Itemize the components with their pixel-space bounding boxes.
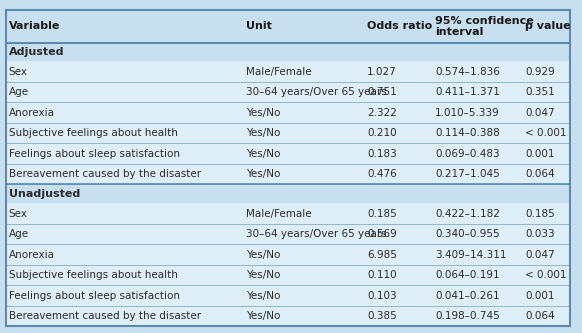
Text: Male/Female: Male/Female	[246, 67, 311, 77]
Text: 0.047: 0.047	[526, 108, 555, 118]
Text: Yes/No: Yes/No	[246, 270, 280, 280]
Text: Yes/No: Yes/No	[246, 108, 280, 118]
Text: 0.351: 0.351	[526, 87, 555, 97]
Text: 0.114–0.388: 0.114–0.388	[435, 128, 500, 138]
Text: Sex: Sex	[9, 67, 27, 77]
Text: Subjective feelings about health: Subjective feelings about health	[9, 270, 178, 280]
Text: 0.929: 0.929	[526, 67, 555, 77]
Text: Bereavement caused by the disaster: Bereavement caused by the disaster	[9, 169, 201, 179]
Text: 0.385: 0.385	[367, 311, 397, 321]
FancyBboxPatch shape	[6, 61, 570, 82]
Text: 0.110: 0.110	[367, 270, 397, 280]
Text: 0.569: 0.569	[367, 229, 397, 239]
Text: Unit: Unit	[246, 21, 272, 31]
Text: Adjusted: Adjusted	[9, 47, 64, 57]
Text: Male/Female: Male/Female	[246, 208, 311, 218]
Text: Sex: Sex	[9, 208, 27, 218]
Text: 0.210: 0.210	[367, 128, 397, 138]
FancyBboxPatch shape	[6, 82, 570, 103]
Text: 6.985: 6.985	[367, 249, 397, 260]
FancyBboxPatch shape	[6, 285, 570, 306]
Text: Odds ratio: Odds ratio	[367, 21, 432, 31]
Text: 0.064: 0.064	[526, 169, 555, 179]
FancyBboxPatch shape	[6, 224, 570, 244]
FancyBboxPatch shape	[6, 144, 570, 164]
Text: < 0.001: < 0.001	[526, 270, 567, 280]
Text: 0.183: 0.183	[367, 149, 397, 159]
FancyBboxPatch shape	[6, 10, 570, 43]
Text: 0.064–0.191: 0.064–0.191	[435, 270, 499, 280]
FancyBboxPatch shape	[6, 43, 570, 61]
Text: 0.198–0.745: 0.198–0.745	[435, 311, 500, 321]
Text: Yes/No: Yes/No	[246, 169, 280, 179]
Text: Feelings about sleep satisfaction: Feelings about sleep satisfaction	[9, 291, 180, 301]
Text: Anorexia: Anorexia	[9, 108, 55, 118]
Text: 0.033: 0.033	[526, 229, 555, 239]
Text: 0.340–0.955: 0.340–0.955	[435, 229, 499, 239]
Text: 0.185: 0.185	[367, 208, 397, 218]
Text: Feelings about sleep satisfaction: Feelings about sleep satisfaction	[9, 149, 180, 159]
Text: 0.574–1.836: 0.574–1.836	[435, 67, 500, 77]
FancyBboxPatch shape	[6, 306, 570, 326]
FancyBboxPatch shape	[6, 244, 570, 265]
Text: 30–64 years/Over 65 years: 30–64 years/Over 65 years	[246, 229, 386, 239]
Text: 0.476: 0.476	[367, 169, 397, 179]
Text: 3.409–14.311: 3.409–14.311	[435, 249, 506, 260]
Text: 0.001: 0.001	[526, 291, 555, 301]
Text: 0.751: 0.751	[367, 87, 397, 97]
Text: 30–64 years/Over 65 years: 30–64 years/Over 65 years	[246, 87, 386, 97]
Text: 0.103: 0.103	[367, 291, 397, 301]
Text: 2.322: 2.322	[367, 108, 397, 118]
Text: p value: p value	[526, 21, 571, 31]
Text: Yes/No: Yes/No	[246, 249, 280, 260]
Text: Unadjusted: Unadjusted	[9, 189, 80, 199]
Text: Yes/No: Yes/No	[246, 291, 280, 301]
Text: Yes/No: Yes/No	[246, 149, 280, 159]
Text: 1.010–5.339: 1.010–5.339	[435, 108, 500, 118]
Text: interval: interval	[435, 27, 483, 37]
FancyBboxPatch shape	[6, 10, 570, 326]
Text: 0.411–1.371: 0.411–1.371	[435, 87, 500, 97]
FancyBboxPatch shape	[6, 265, 570, 285]
Text: 0.069–0.483: 0.069–0.483	[435, 149, 499, 159]
FancyBboxPatch shape	[6, 203, 570, 224]
Text: Age: Age	[9, 87, 29, 97]
Text: 1.027: 1.027	[367, 67, 397, 77]
Text: 95% confidence: 95% confidence	[435, 16, 534, 26]
Text: 0.185: 0.185	[526, 208, 555, 218]
FancyBboxPatch shape	[6, 103, 570, 123]
FancyBboxPatch shape	[6, 184, 570, 203]
FancyBboxPatch shape	[6, 164, 570, 184]
Text: 0.217–1.045: 0.217–1.045	[435, 169, 500, 179]
Text: 0.047: 0.047	[526, 249, 555, 260]
Text: Bereavement caused by the disaster: Bereavement caused by the disaster	[9, 311, 201, 321]
Text: Yes/No: Yes/No	[246, 311, 280, 321]
Text: Age: Age	[9, 229, 29, 239]
FancyBboxPatch shape	[6, 123, 570, 144]
Text: 0.041–0.261: 0.041–0.261	[435, 291, 499, 301]
Text: Anorexia: Anorexia	[9, 249, 55, 260]
Text: 0.001: 0.001	[526, 149, 555, 159]
Text: Subjective feelings about health: Subjective feelings about health	[9, 128, 178, 138]
Text: < 0.001: < 0.001	[526, 128, 567, 138]
Text: Yes/No: Yes/No	[246, 128, 280, 138]
Text: 0.422–1.182: 0.422–1.182	[435, 208, 500, 218]
Text: Variable: Variable	[9, 21, 60, 31]
Text: 0.064: 0.064	[526, 311, 555, 321]
